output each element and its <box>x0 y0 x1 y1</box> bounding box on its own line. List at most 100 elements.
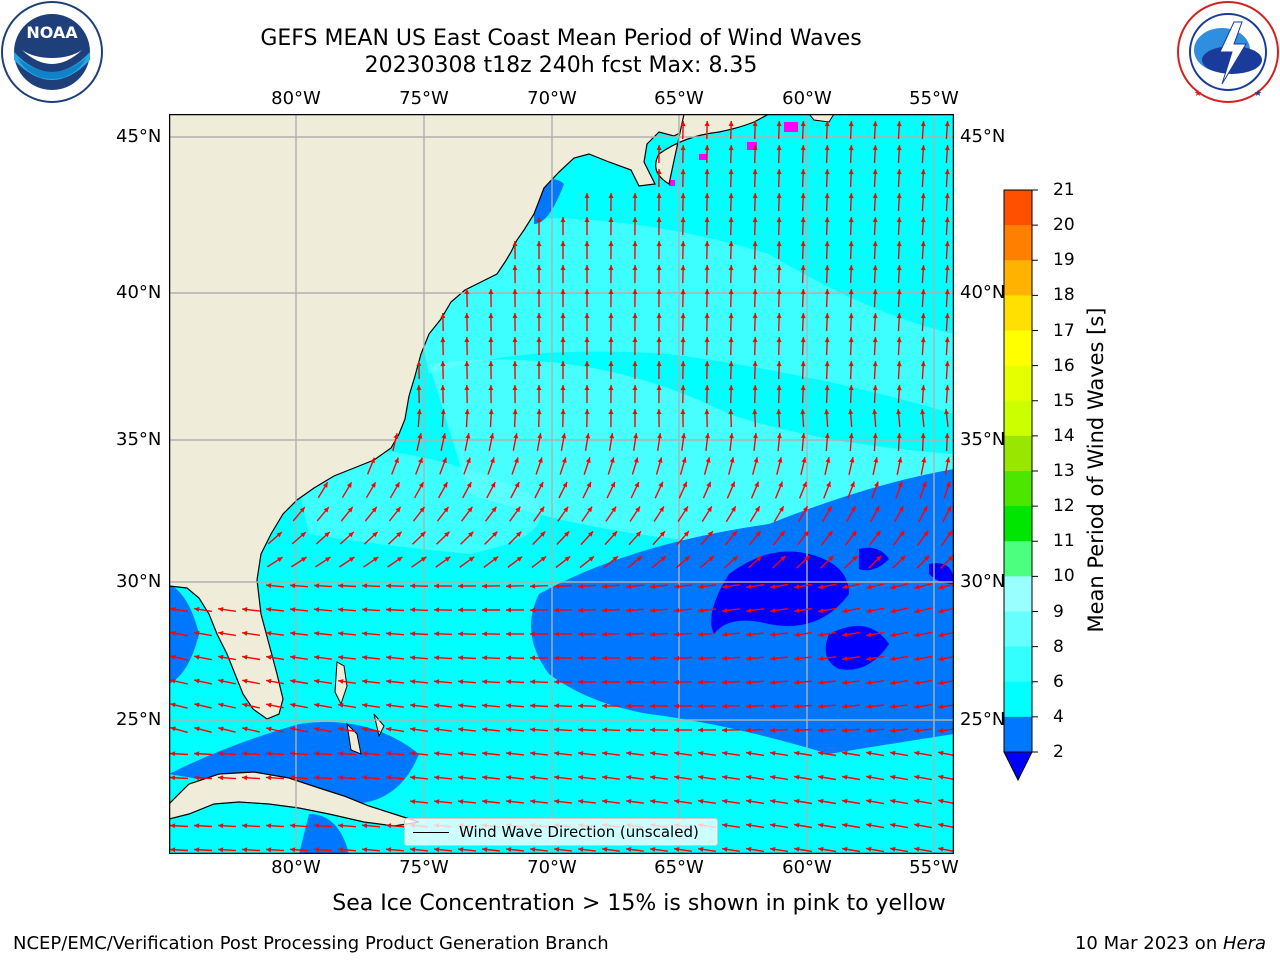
wave-direction-arrowhead <box>458 799 464 805</box>
wave-direction-arrowhead <box>920 265 926 271</box>
wave-direction-arrowhead <box>848 217 854 223</box>
wave-direction-arrowhead <box>536 409 542 415</box>
wave-direction-arrowhead <box>314 607 320 613</box>
wave-direction-arrowhead <box>818 608 824 614</box>
wave-direction-arrowhead <box>704 169 710 175</box>
wave-direction-arrowhead <box>848 289 854 295</box>
wave-direction-arrowhead <box>588 556 594 562</box>
wave-direction-arrowhead <box>266 847 272 853</box>
wave-direction-arrowhead <box>848 385 854 391</box>
lon-label-top-60w: 60°W <box>782 88 832 109</box>
wave-direction-arrowhead <box>218 654 224 660</box>
wave-direction-arrowhead <box>458 583 463 589</box>
wave-direction-arrowhead <box>914 774 920 780</box>
wave-direction-arrowhead <box>585 433 591 439</box>
wave-direction-arrowhead <box>897 457 903 463</box>
wave-direction-arrowhead <box>794 632 800 637</box>
wave-direction-arrowhead <box>776 433 782 439</box>
wave-direction-arrowhead <box>512 385 518 390</box>
wave-direction-arrowhead <box>276 532 282 538</box>
wave-direction-arrowhead <box>896 337 902 343</box>
wave-direction-arrowhead <box>585 457 591 463</box>
wave-direction-arrowhead <box>338 679 344 684</box>
wave-direction-arrowhead <box>752 265 758 271</box>
wave-direction-arrowhead <box>539 506 545 513</box>
wave-direction-arrowhead <box>633 457 639 463</box>
wave-direction-arrowhead <box>611 531 618 537</box>
wave-direction-arrowhead <box>660 556 666 562</box>
wave-direction-arrowhead <box>746 679 752 685</box>
wave-direction-arrowhead <box>922 506 928 512</box>
wave-direction-arrowhead <box>242 654 248 660</box>
wave-direction-arrowhead <box>705 457 711 463</box>
wave-direction-arrowhead <box>683 506 688 512</box>
wave-direction-arrowhead <box>290 654 296 660</box>
wave-direction-arrowhead <box>945 457 951 463</box>
wave-direction-arrowhead <box>770 632 776 637</box>
wave-direction-arrowhead <box>602 703 608 709</box>
wave-direction-arrowhead <box>418 482 424 488</box>
wave-direction-arrowhead <box>442 482 448 488</box>
wave-direction-arrowhead <box>458 847 464 853</box>
wave-direction-arrowhead <box>554 847 560 852</box>
wave-direction-arrowhead <box>650 679 656 685</box>
wave-direction-arrowhead <box>752 121 758 127</box>
wave-direction-arrowhead <box>656 217 662 222</box>
wave-direction-arrowhead <box>458 655 464 661</box>
wave-direction-arrowhead <box>896 313 902 319</box>
wave-direction-arrowhead <box>704 241 710 247</box>
wave-direction-arrowhead <box>418 457 423 464</box>
wave-direction-arrowhead <box>506 583 512 589</box>
wave-direction-arrowhead <box>947 530 953 537</box>
wave-direction-arrowhead <box>756 556 762 562</box>
wave-direction-arrowhead <box>770 750 776 756</box>
land-newfoundland <box>808 114 835 123</box>
wave-direction-arrowhead <box>680 385 686 391</box>
wave-direction-arrowhead <box>674 679 680 685</box>
lon-label-top-75w: 75°W <box>399 88 449 109</box>
wave-direction-arrowhead <box>584 385 590 390</box>
wave-direction-arrowhead <box>896 217 902 223</box>
wave-direction-arrowhead <box>704 193 710 199</box>
wave-direction-arrowhead <box>346 482 352 488</box>
wave-direction-arrowhead <box>848 169 854 175</box>
wave-direction-arrowhead <box>890 608 896 614</box>
lon-label-top-80w: 80°W <box>271 88 321 109</box>
wave-direction-arrowhead <box>818 750 824 756</box>
wave-direction-arrowhead <box>512 241 518 246</box>
wave-direction-arrowhead <box>920 433 926 439</box>
wave-direction-arrowhead <box>608 193 614 198</box>
wave-direction-arrowhead <box>362 726 368 732</box>
wave-direction-arrowhead <box>491 506 497 513</box>
wave-direction-arrowhead <box>681 433 686 439</box>
wave-direction-arrowhead <box>722 703 728 709</box>
wave-direction-arrowhead <box>650 799 656 804</box>
wave-direction-arrowhead <box>866 774 872 780</box>
wave-direction-arrowhead <box>314 847 320 853</box>
wave-direction-arrowhead <box>842 846 848 852</box>
wave-direction-arrowhead <box>842 750 848 756</box>
wave-direction-arrowhead <box>776 121 782 127</box>
wave-direction-arrowhead <box>218 678 224 684</box>
lat-label-right-25n: 25°N <box>960 709 1006 730</box>
wave-direction-arrowhead <box>680 289 686 295</box>
wave-direction-arrowhead <box>656 145 662 150</box>
colorbar-tick-label: 16 <box>1053 355 1075 376</box>
wave-direction-arrowhead <box>419 506 425 513</box>
wave-direction-arrowhead <box>530 847 536 852</box>
wave-direction-arrowhead <box>866 846 872 852</box>
wave-direction-arrowhead <box>396 531 402 538</box>
wave-direction-arrowhead <box>611 506 617 513</box>
wave-direction-arrowhead <box>704 289 710 295</box>
wave-direction-arrowhead <box>218 702 224 708</box>
wave-direction-arrowhead <box>824 121 830 127</box>
legend-line-swatch <box>413 831 449 833</box>
wave-direction-arrowhead <box>680 409 686 414</box>
wave-direction-arrowhead <box>464 385 470 390</box>
wave-direction-arrowhead <box>818 680 824 685</box>
wave-direction-arrowhead <box>314 702 320 708</box>
wave-direction-arrowhead <box>242 630 248 636</box>
wave-direction-arrowhead <box>794 703 800 709</box>
wave-direction-arrowhead <box>410 583 415 589</box>
map-legend: Wind Wave Direction (unscaled) <box>404 818 718 846</box>
